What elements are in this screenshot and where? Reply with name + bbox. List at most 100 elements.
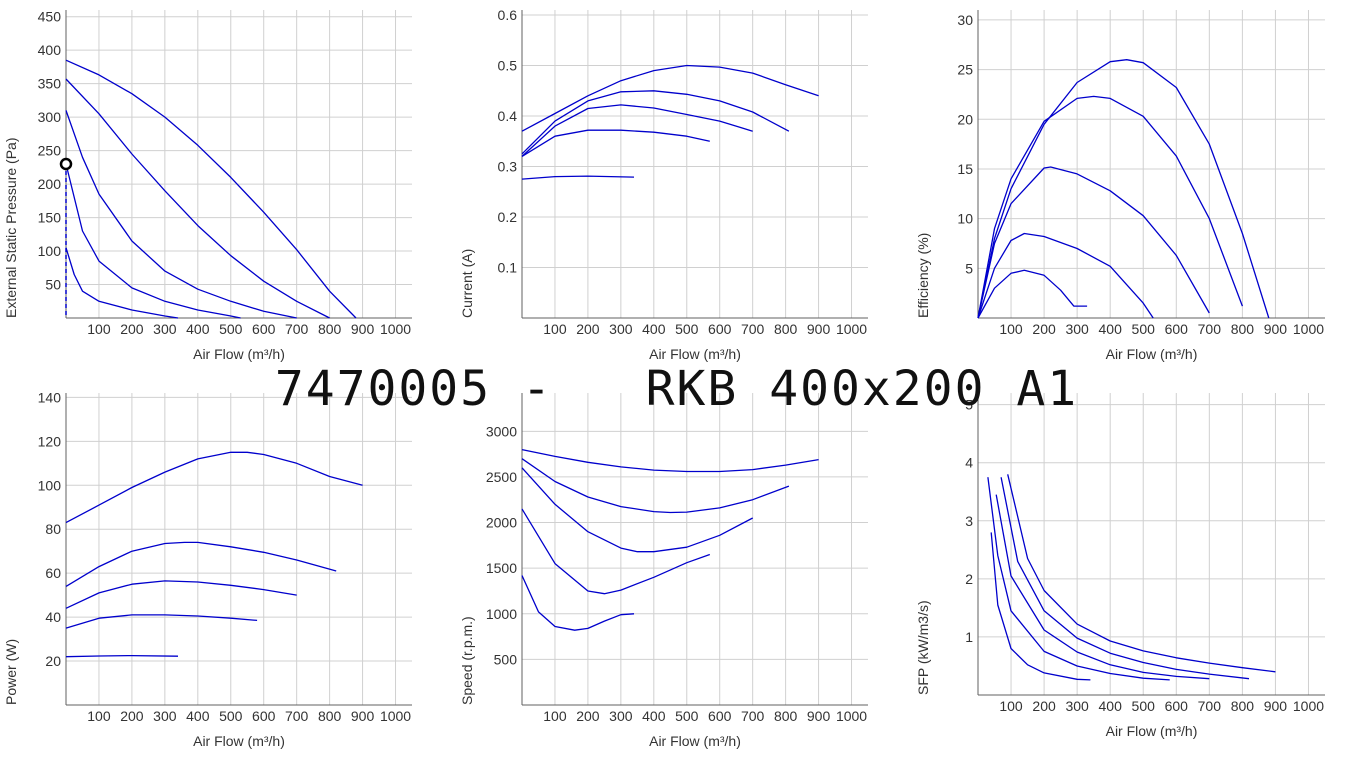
x-tick-label: 800 [774, 708, 798, 724]
y-tick-label: 20 [957, 111, 973, 127]
x-tick-label: 800 [318, 708, 342, 724]
series-line-2 [1000, 477, 1250, 680]
y-axis-label: Speed (r.p.m.) [459, 616, 475, 705]
y-tick-label: 5 [965, 260, 973, 276]
series-line-5 [521, 175, 635, 180]
x-tick-label: 300 [1065, 321, 1089, 337]
y-tick-label: 0.1 [498, 260, 518, 276]
x-tick-label: 500 [675, 321, 699, 337]
series-line-3 [65, 580, 297, 609]
x-axis-label: Air Flow (m³/h) [193, 733, 285, 749]
y-tick-label: 350 [38, 76, 62, 92]
x-axis-label: Air Flow (m³/h) [1106, 346, 1198, 362]
x-tick-label: 800 [1231, 698, 1255, 714]
series-line-3 [977, 166, 1210, 319]
x-tick-label: 500 [219, 708, 243, 724]
x-tick-label: 600 [252, 321, 276, 337]
series-line-5 [521, 575, 635, 631]
y-tick-label: 3 [965, 513, 973, 529]
y-tick-label: 30 [957, 12, 973, 28]
y-tick-label: 15 [957, 161, 973, 177]
x-tick-label: 100 [543, 321, 567, 337]
y-tick-label: 10 [957, 211, 973, 227]
x-tick-label: 600 [252, 708, 276, 724]
x-tick-label: 100 [87, 321, 111, 337]
x-tick-label: 100 [87, 708, 111, 724]
y-tick-label: 20 [45, 653, 61, 669]
y-tick-label: 2 [965, 571, 973, 587]
x-tick-label: 300 [609, 321, 633, 337]
x-tick-label: 1000 [380, 708, 411, 724]
series-line-3 [995, 494, 1210, 680]
operating-point-marker[interactable] [59, 157, 73, 171]
power-chart: 100 200 300 400 500 600 700 800 900 1000 20 40 60 80 1… [3, 389, 412, 749]
y-tick-label: 0.3 [498, 159, 518, 175]
x-tick-label: 100 [543, 708, 567, 724]
y-tick-label: 1 [965, 629, 973, 645]
x-tick-label: 700 [1198, 321, 1222, 337]
y-tick-label: 5 [965, 397, 973, 413]
y-tick-label: 0.6 [498, 7, 518, 23]
series-line-3 [521, 104, 753, 157]
x-tick-label: 200 [1032, 698, 1056, 714]
y-tick-label: 80 [45, 521, 61, 537]
pressure-chart: 100 200 300 400 500 600 700 800 900 1000 50 100 150 2… [3, 9, 412, 362]
x-tick-label: 600 [708, 321, 732, 337]
series-line-2 [521, 90, 790, 155]
y-tick-label: 200 [38, 176, 62, 192]
y-axis-label: SFP (kW/m3/s) [915, 600, 931, 695]
x-tick-label: 400 [642, 708, 666, 724]
efficiency-chart: 100 200 300 400 500 600 700 800 900 1000 5 10 15 20 25… [915, 10, 1325, 362]
y-tick-label: 250 [38, 143, 62, 159]
x-axis-label: Air Flow (m³/h) [649, 346, 741, 362]
y-tick-label: 500 [494, 651, 518, 667]
x-tick-label: 400 [1099, 321, 1123, 337]
series-line-5 [977, 269, 1088, 319]
x-tick-label: 600 [1165, 698, 1189, 714]
x-axis-label: Air Flow (m³/h) [1106, 723, 1198, 739]
x-tick-label: 900 [1264, 698, 1288, 714]
series-line-1 [65, 451, 363, 524]
y-tick-label: 40 [45, 609, 61, 625]
x-tick-label: 300 [609, 708, 633, 724]
x-tick-label: 1000 [836, 321, 867, 337]
x-tick-label: 700 [285, 708, 309, 724]
x-tick-label: 1000 [1293, 698, 1324, 714]
x-tick-label: 200 [576, 708, 600, 724]
x-tick-label: 900 [351, 321, 375, 337]
series-line-4 [521, 129, 710, 157]
series-line-1 [1007, 474, 1276, 673]
y-tick-label: 1500 [486, 560, 517, 576]
x-tick-label: 400 [1099, 698, 1123, 714]
y-tick-label: 2500 [486, 469, 517, 485]
x-tick-label: 200 [120, 708, 144, 724]
x-tick-label: 400 [186, 321, 210, 337]
y-tick-label: 4 [965, 455, 973, 471]
x-tick-label: 300 [1065, 698, 1089, 714]
x-tick-label: 400 [642, 321, 666, 337]
x-tick-label: 200 [576, 321, 600, 337]
x-tick-label: 300 [153, 708, 177, 724]
series-line-2 [65, 78, 330, 319]
x-tick-label: 1000 [1293, 321, 1324, 337]
x-tick-label: 600 [708, 708, 732, 724]
series-line-1 [521, 448, 819, 473]
x-tick-label: 700 [1198, 698, 1222, 714]
y-tick-label: 60 [45, 565, 61, 581]
y-tick-label: 100 [38, 477, 62, 493]
series-line-2 [977, 95, 1244, 319]
series-line-5 [990, 532, 1091, 681]
grid [522, 393, 868, 705]
y-tick-label: 300 [38, 109, 62, 125]
series-line-4 [65, 614, 258, 629]
x-tick-label: 700 [741, 321, 765, 337]
y-axis-label: Current (A) [459, 249, 475, 318]
series-line-2 [521, 458, 790, 514]
y-tick-label: 0.2 [498, 209, 518, 225]
x-axis-label: Air Flow (m³/h) [193, 346, 285, 362]
series-line-4 [977, 232, 1154, 319]
y-tick-label: 25 [957, 62, 973, 78]
y-tick-label: 150 [38, 210, 62, 226]
grid [522, 10, 868, 318]
